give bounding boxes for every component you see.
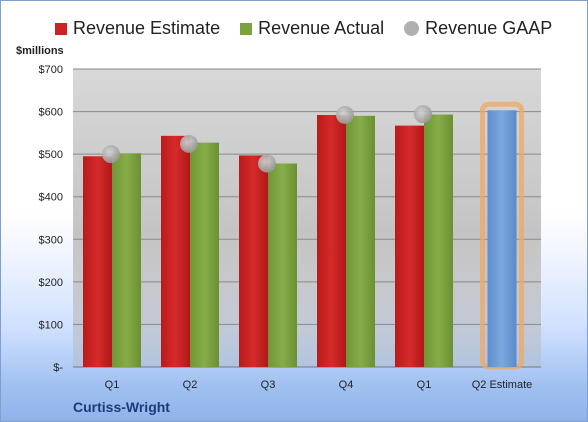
x-axis-ticks: Q1 Q2 Q3 Q4 Q1 Q2 Estimate bbox=[105, 379, 533, 391]
legend: Revenue Estimate Revenue Actual Revenue … bbox=[55, 18, 552, 39]
bar-revenue-actual bbox=[190, 142, 219, 367]
bar-revenue-estimate bbox=[83, 156, 112, 367]
y-tick-label: $300 bbox=[39, 234, 63, 246]
bar-revenue-estimate bbox=[395, 125, 424, 368]
marker-revenue-gaap bbox=[336, 105, 354, 124]
bar-revenue-q2-estimate bbox=[487, 110, 517, 368]
y-axis-label: $millions bbox=[16, 45, 64, 57]
y-tick-label: $500 bbox=[39, 149, 63, 161]
legend-label-estimate: Revenue Estimate bbox=[73, 18, 221, 38]
bar-revenue-actual bbox=[112, 153, 141, 367]
bar-revenue-estimate bbox=[161, 135, 190, 367]
x-tick-label: Q1 bbox=[417, 379, 432, 391]
bar-revenue-actual bbox=[268, 163, 297, 367]
gridlines bbox=[73, 68, 541, 368]
legend-item-actual: Revenue Actual bbox=[240, 18, 384, 39]
marker-revenue-gaap bbox=[258, 154, 276, 173]
y-tick-label: $200 bbox=[39, 277, 63, 289]
y-tick-label: $400 bbox=[39, 192, 63, 204]
plot-area bbox=[73, 69, 541, 367]
legend-item-gaap: Revenue GAAP bbox=[404, 18, 552, 39]
legend-swatch-estimate bbox=[55, 22, 67, 35]
y-tick-label: $- bbox=[53, 362, 63, 374]
legend-label-actual: Revenue Actual bbox=[258, 18, 385, 38]
bar-revenue-estimate bbox=[239, 155, 268, 367]
bar-revenue-actual bbox=[346, 115, 375, 367]
y-tick-label: $700 bbox=[39, 64, 63, 76]
legend-swatch-actual bbox=[240, 22, 253, 35]
x-tick-label: Q4 bbox=[339, 379, 354, 391]
gaap-markers bbox=[102, 105, 432, 173]
x-tick-label: Q1 bbox=[105, 379, 120, 391]
bar-revenue-estimate bbox=[317, 114, 346, 367]
marker-revenue-gaap bbox=[102, 145, 120, 164]
marker-revenue-gaap bbox=[414, 105, 432, 124]
y-tick-label: $100 bbox=[39, 319, 63, 331]
marker-revenue-gaap bbox=[180, 134, 198, 153]
company-name: Curtiss-Wright bbox=[73, 399, 170, 415]
y-tick-label: $600 bbox=[39, 107, 63, 119]
x-tick-label: Q3 bbox=[261, 379, 276, 391]
legend-item-estimate: Revenue Estimate bbox=[55, 18, 220, 39]
legend-label-gaap: Revenue GAAP bbox=[425, 18, 553, 38]
legend-swatch-gaap bbox=[404, 21, 420, 36]
y-axis-ticks: $- $100 $200 $300 $400 $500 $600 $700 bbox=[39, 64, 64, 374]
x-tick-label: Q2 Estimate bbox=[472, 379, 533, 391]
x-tick-label: Q2 bbox=[183, 379, 198, 391]
bars bbox=[83, 101, 524, 370]
bar-revenue-actual bbox=[424, 114, 453, 368]
